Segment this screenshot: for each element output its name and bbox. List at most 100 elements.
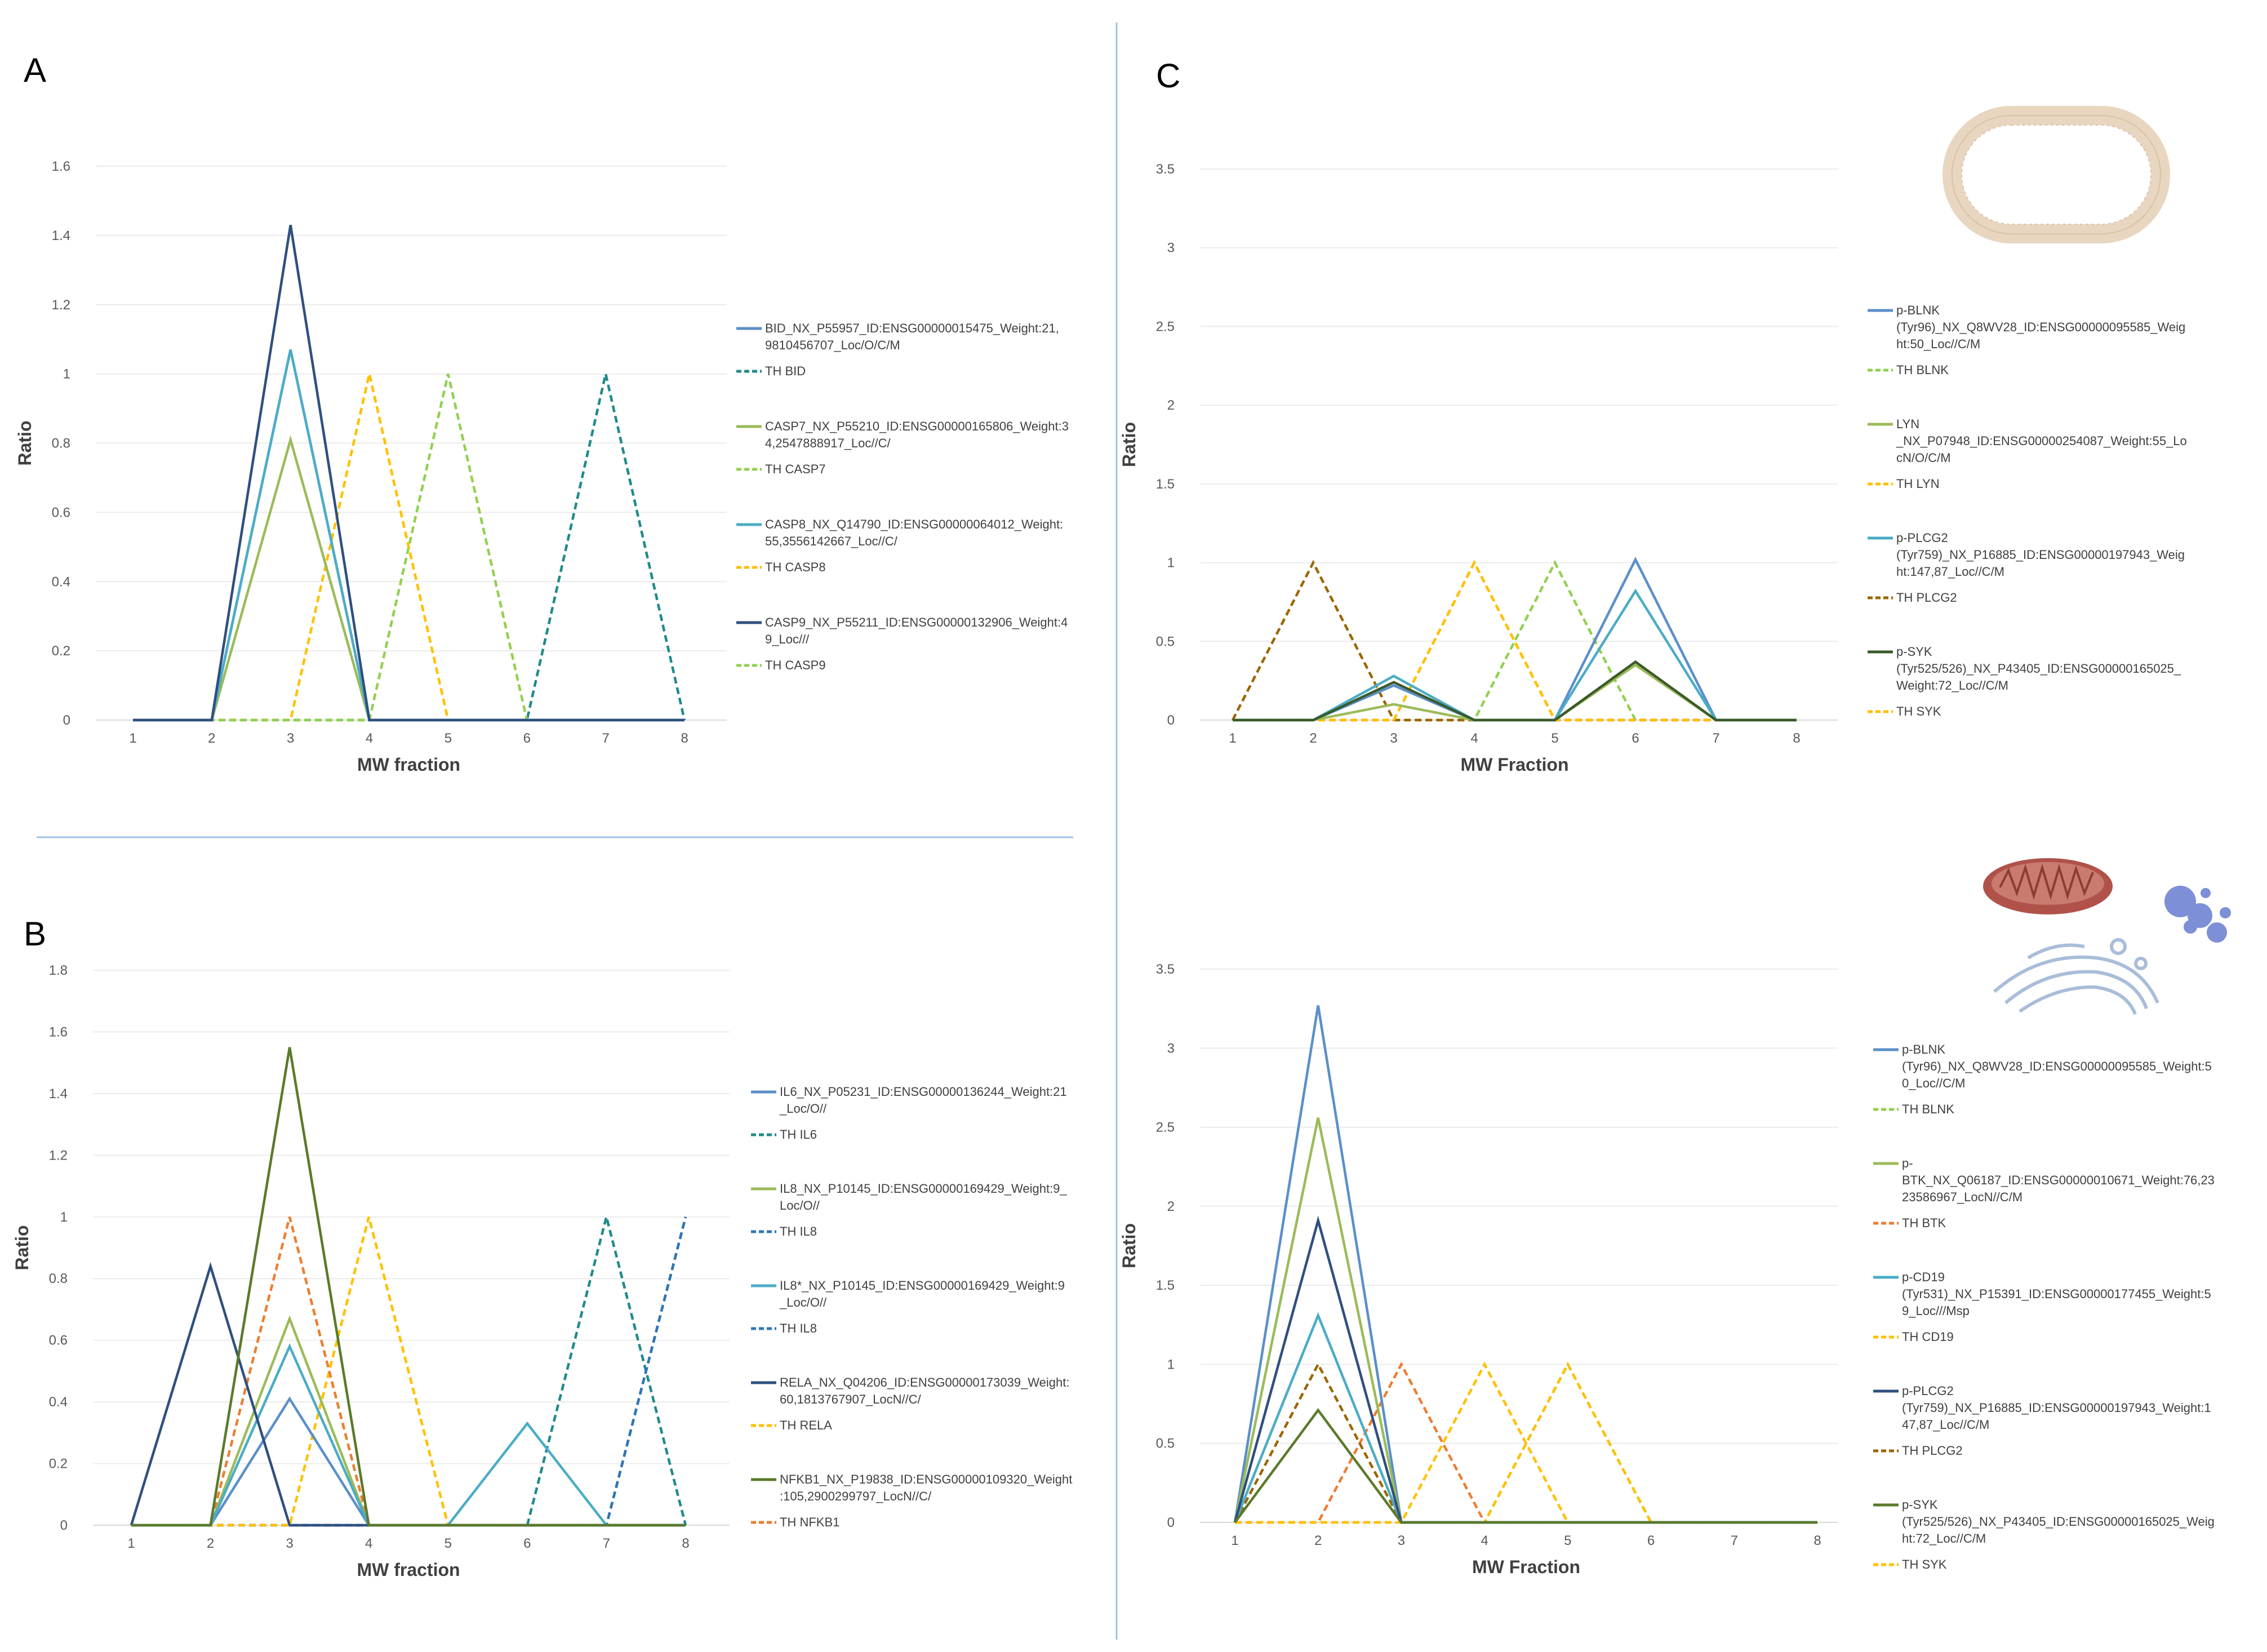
legend-label: ht:50_Loc//C/M: [1896, 337, 1980, 351]
x-tick-label: 4: [1470, 731, 1478, 746]
legend-label: 23586967_LocN//C/M: [1902, 1190, 2022, 1204]
legend-label: p-BLNK: [1896, 303, 1940, 317]
legend-label: TH CASP9: [765, 658, 826, 672]
legend-item: TH BLNK: [1868, 363, 1949, 377]
legend-item: p-CD19 (Tyr531)_NX_P15391_ID:ENSG00000177…: [1873, 1270, 2211, 1318]
legend-label: (Tyr759)_NX_P16885_ID:ENSG00000197943_We…: [1896, 548, 2185, 562]
y-tick-label: 1.5: [1156, 477, 1175, 492]
legend-label: (Tyr96)_NX_Q8WV28_ID:ENSG00000095585_Wei…: [1902, 1059, 2212, 1073]
series-line-p-syk-tyr525-526-: [1233, 660, 1797, 722]
legend-label: _NX_P07948_ID:ENSG00000254087_Weight:55_…: [1896, 434, 2187, 448]
legend-label: cN/O/C/M: [1896, 451, 1951, 465]
legend-label: TH IL8: [780, 1224, 817, 1238]
x-axis-label: MW Fraction: [1461, 754, 1569, 775]
y-tick-label: 0: [1167, 1515, 1175, 1530]
series-line-bid: [133, 349, 684, 722]
legend-label: LYN: [1896, 417, 1919, 431]
y-tick-label: 0.8: [49, 1271, 68, 1286]
legend-label: TH BTK: [1902, 1216, 1946, 1230]
legend-label: TH PLCG2: [1902, 1444, 1963, 1458]
x-tick-label: 1: [1231, 1533, 1238, 1548]
legend-label: IL8_NX_P10145_ID:ENSG00000169429_Weight:…: [780, 1182, 1067, 1196]
series-line-rela: [130, 1262, 686, 1527]
chart-panel-A: A 0 0.2 0.4 0.6 0.8 1 1.2 1.4 1.6 1 2 3 4 5 6 7 8 MW fract…: [15, 51, 1069, 775]
legend-item: TH SYK: [1873, 1557, 1947, 1571]
legend-item: TH CASP7: [736, 462, 826, 476]
legend-label: TH BID: [765, 364, 806, 378]
x-axis-label: MW fraction: [357, 754, 460, 775]
legend-label: p-SYK: [1896, 645, 1932, 659]
x-tick-label: 7: [603, 1536, 610, 1551]
x-tick-label: 1: [1229, 731, 1236, 746]
x-tick-label: 4: [366, 731, 373, 746]
x-tick-label: 2: [1309, 731, 1317, 746]
y-tick-label: 1: [1167, 556, 1175, 571]
legend-item: TH CD19: [1873, 1330, 1954, 1344]
y-tick-label: 0.4: [52, 574, 70, 589]
legend-label: CASP7_NX_P55210_ID:ENSG00000165806_Weigh…: [765, 419, 1069, 433]
x-tick-label: 1: [127, 1536, 135, 1551]
legend-label: TH NFKB1: [780, 1515, 839, 1529]
y-tick-label: 0.2: [49, 1456, 68, 1472]
x-tick-label: 3: [1390, 731, 1397, 746]
legend-item: TH PLCG2: [1868, 590, 1957, 605]
legend-label: 0_Loc//C/M: [1902, 1076, 1966, 1090]
legend-label: p-PLCG2: [1896, 531, 1948, 545]
legend-label: TH BLNK: [1896, 363, 1949, 377]
mitochondrion-icon: [1983, 858, 2113, 914]
vesicle-cluster-icon: [2164, 886, 2231, 943]
legend-label: 4,2547888917_Loc//C/: [765, 436, 891, 450]
y-tick-label: 2: [1167, 1199, 1175, 1214]
y-axis-label: Ratio: [12, 1225, 32, 1271]
legend: IL6_NX_P05231_ID:ENSG00000136244_Weight:…: [751, 1085, 1072, 1529]
x-tick-label: 8: [681, 731, 688, 746]
legend-label: p-: [1902, 1156, 1913, 1170]
y-tick-label: 0.5: [1156, 1436, 1175, 1451]
legend-label: TH BLNK: [1902, 1102, 1954, 1116]
x-tick-label: 5: [1564, 1533, 1571, 1548]
x-tick-label: 2: [208, 731, 215, 746]
legend-label: 55,3556142667_Loc//C/: [765, 534, 898, 548]
y-tick-label: 0.6: [52, 505, 70, 520]
chart-panel-B: B 0 0.2 0.4 0.6 0.8 1 1.2 1.4 1.6 1.8 1 2 3 4 5 6 7 8 MW fr…: [12, 915, 1072, 1580]
legend-item: TH IL8: [751, 1224, 817, 1238]
series-line-p-syk-tyr525-526-: [1234, 1408, 1817, 1524]
legend-label: p-SYK: [1902, 1498, 1938, 1512]
legend-label: 9810456707_Loc/O/C/M: [765, 338, 900, 352]
legend-item: CASP8_NX_Q14790_ID:ENSG00000064012_Weigh…: [736, 517, 1063, 548]
legend-label: p-PLCG2: [1902, 1384, 1954, 1398]
y-axis-label: Ratio: [15, 421, 35, 466]
legend-item: p-PLCG2 (Tyr759)_NX_P16885_ID:ENSG0000019…: [1868, 531, 2185, 579]
legend-item: TH BTK: [1873, 1216, 1946, 1230]
legend-item: p-BLNK (Tyr96)_NX_Q8WV28_ID:ENSG000000955…: [1873, 1042, 2212, 1090]
legend-item: IL8*_NX_P10145_ID:ENSG00000169429_Weight…: [751, 1278, 1065, 1309]
series-line-p-cd19-tyr531-: [1233, 1312, 1817, 1524]
y-tick-label: 0: [60, 1518, 68, 1533]
y-tick-label: 0: [63, 713, 70, 728]
y-axis-label: Ratio: [1119, 1223, 1139, 1268]
x-tick-label: 4: [365, 1536, 372, 1551]
y-tick-label: 1: [1167, 1357, 1175, 1372]
x-tick-label: 2: [207, 1536, 214, 1551]
series-line-p-btk: [1233, 1117, 1817, 1524]
legend-label: 47,87_Loc//C/M: [1902, 1418, 1989, 1432]
y-tick-label: 0.2: [52, 643, 70, 659]
x-tick-label: 6: [523, 731, 531, 746]
y-tick-label: 1.2: [52, 297, 70, 313]
legend-label: RELA_NX_Q04206_ID:ENSG00000173039_Weight…: [780, 1375, 1070, 1389]
legend-label: 60,1813767907_LocN//C/: [780, 1392, 922, 1406]
legend-label: TH SYK: [1896, 704, 1941, 718]
panel-letter: C: [1156, 57, 1180, 95]
legend-item: TH CASP8: [736, 560, 826, 574]
legend-label: TH RELA: [780, 1418, 832, 1432]
legend-label: ht:72_Loc//C/M: [1902, 1531, 1986, 1546]
series-line-p-plcg2-tyr759-: [1233, 588, 1797, 722]
x-tick-label: 5: [444, 1536, 452, 1551]
series-line-casp9: [133, 225, 684, 722]
legend-label: Loc/O//: [780, 1198, 820, 1213]
y-tick-label: 1.8: [49, 963, 68, 978]
legend-label: IL6_NX_P05231_ID:ENSG00000136244_Weight:…: [780, 1085, 1067, 1099]
legend-item: TH SYK: [1868, 704, 1941, 718]
legend: p-BLNK (Tyr96)_NX_Q8WV28_ID:ENSG000000955…: [1868, 303, 2187, 718]
